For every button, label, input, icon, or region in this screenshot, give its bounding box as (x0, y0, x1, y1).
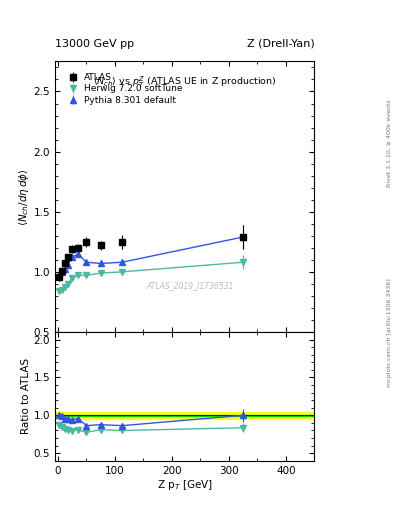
Text: 13000 GeV pp: 13000 GeV pp (55, 38, 134, 49)
Text: mcplots.cern.ch [arXiv:1306.3436]: mcplots.cern.ch [arXiv:1306.3436] (387, 279, 392, 387)
Text: ATLAS_2019_I1736531: ATLAS_2019_I1736531 (146, 282, 233, 290)
Legend: ATLAS, Herwig 7.2.0 softTune, Pythia 8.301 default: ATLAS, Herwig 7.2.0 softTune, Pythia 8.3… (65, 71, 184, 106)
Bar (55, 412, 314, 419)
X-axis label: Z p$_T$ [GeV]: Z p$_T$ [GeV] (157, 478, 213, 493)
Text: Z (Drell-Yan): Z (Drell-Yan) (247, 38, 314, 49)
Text: Rivet 3.1.10, ≥ 400k events: Rivet 3.1.10, ≥ 400k events (387, 99, 392, 187)
Text: $\langle N_{ch}\rangle$ vs $p_T^Z$ (ATLAS UE in Z production): $\langle N_{ch}\rangle$ vs $p_T^Z$ (ATLA… (93, 75, 277, 90)
Y-axis label: $\langle N_{ch}/d\eta\,d\phi\rangle$: $\langle N_{ch}/d\eta\,d\phi\rangle$ (17, 168, 31, 225)
Bar (55, 415, 314, 416)
Y-axis label: Ratio to ATLAS: Ratio to ATLAS (21, 358, 31, 435)
